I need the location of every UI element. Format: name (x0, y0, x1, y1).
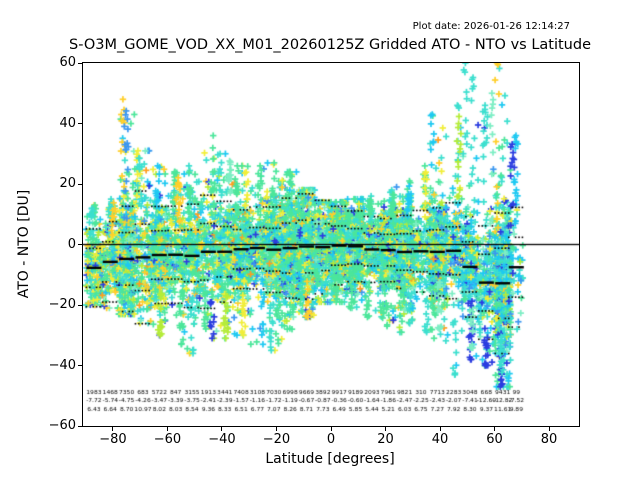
y-tick-label: 0 (67, 236, 76, 252)
scatter-canvas (83, 63, 579, 426)
x-tick-label: −40 (208, 432, 236, 447)
y-tick-mark (78, 304, 82, 306)
y-tick-mark (78, 123, 82, 124)
y-tick-label: 20 (59, 176, 76, 191)
x-tick-label: 20 (377, 432, 394, 447)
x-axis-label: Latitude [degrees] (265, 451, 395, 467)
y-tick-label: 40 (59, 115, 76, 131)
plot-area (82, 62, 580, 427)
x-tick-label: 60 (486, 432, 503, 447)
y-tick-label: −20 (48, 297, 76, 312)
x-tick-mark (439, 427, 441, 431)
x-tick-mark (221, 427, 223, 431)
x-tick-label: 0 (326, 432, 336, 447)
plot-date-label: Plot date: 2026-01-26 12:14:27 (412, 21, 570, 32)
y-tick-mark (78, 62, 82, 64)
y-tick-label: 60 (59, 55, 76, 70)
x-tick-mark (548, 427, 550, 431)
y-tick-mark (78, 365, 82, 366)
y-tick-mark (78, 183, 82, 185)
y-tick-label: −40 (48, 357, 76, 373)
y-tick-label: −60 (48, 418, 76, 433)
chart-title: S-O3M_GOME_VOD_XX_M01_20260125Z Gridded … (68, 37, 592, 53)
y-tick-mark (78, 425, 82, 427)
x-tick-mark (385, 427, 386, 431)
x-tick-mark (494, 427, 496, 431)
x-tick-mark (275, 427, 277, 431)
x-tick-label: 80 (540, 432, 558, 447)
x-tick-label: −80 (99, 432, 127, 447)
x-tick-mark (112, 427, 114, 431)
x-tick-mark (166, 427, 168, 431)
x-tick-label: −20 (262, 432, 291, 447)
x-tick-mark (330, 427, 332, 431)
y-tick-mark (78, 244, 82, 245)
x-tick-label: 40 (431, 432, 449, 447)
x-tick-label: −60 (153, 432, 182, 447)
